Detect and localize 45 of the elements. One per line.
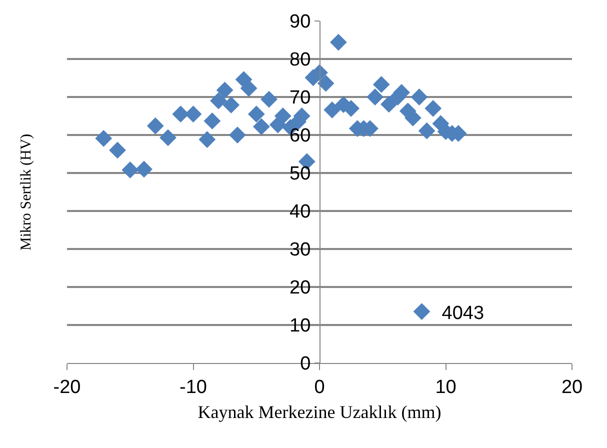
point xyxy=(136,160,152,178)
y-tick-label: 70 xyxy=(290,88,311,109)
point xyxy=(330,34,347,51)
point xyxy=(198,131,216,148)
point xyxy=(410,88,428,106)
x-tick-label: 10 xyxy=(435,376,456,398)
point xyxy=(122,162,139,178)
y-tick-label: 90 xyxy=(290,12,311,33)
x-tick-label: 0 xyxy=(314,376,325,398)
point xyxy=(240,80,258,97)
point xyxy=(366,88,384,106)
x-tick-label: -10 xyxy=(180,376,207,398)
x-axis-title: Kaynak Merkezine Uzaklık (mm) xyxy=(198,402,442,422)
point xyxy=(210,92,227,110)
y-tick-label: 40 xyxy=(290,202,311,223)
y-tick-label: 60 xyxy=(290,126,311,147)
point xyxy=(228,126,246,144)
y-tick-label: 30 xyxy=(290,240,311,261)
point xyxy=(204,112,221,130)
point xyxy=(317,74,334,92)
point xyxy=(146,117,164,134)
legend-label: 4043 xyxy=(442,302,484,324)
point xyxy=(216,82,234,99)
point xyxy=(184,106,202,123)
y-tick-label: 50 xyxy=(290,164,311,185)
point xyxy=(222,96,240,114)
point xyxy=(372,76,390,93)
point xyxy=(260,90,278,108)
point xyxy=(109,142,126,159)
point xyxy=(424,100,442,117)
point xyxy=(380,96,398,113)
y-tick-label: 20 xyxy=(290,278,311,299)
point xyxy=(274,108,292,124)
point xyxy=(252,118,270,136)
point xyxy=(418,122,436,140)
y-tick-label: 10 xyxy=(290,316,311,337)
y-axis-title: Mikro Sertlik (HV) xyxy=(18,134,34,250)
point xyxy=(324,101,341,118)
x-tick-label: 20 xyxy=(561,376,583,398)
point xyxy=(248,106,265,123)
point xyxy=(95,130,112,147)
y-tick-label: 0 xyxy=(300,354,311,375)
point xyxy=(160,129,176,146)
x-tick-label: -20 xyxy=(53,376,81,398)
y-tick-label: 80 xyxy=(290,50,311,71)
